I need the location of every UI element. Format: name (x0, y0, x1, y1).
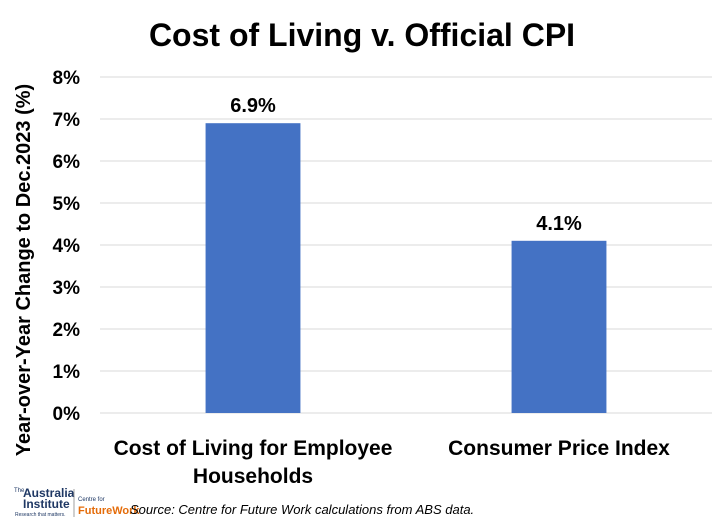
data-label: 6.9% (230, 95, 276, 117)
y-tick-label: 5% (53, 194, 81, 215)
logo-centre-for: Centre for (78, 497, 105, 503)
logo-tagline: Research that matters. (15, 512, 66, 518)
data-label: 4.1% (536, 213, 582, 235)
logo-future-work: FutureWork (78, 505, 140, 517)
source-logo: The Australia Institute Research that ma… (14, 486, 140, 518)
logo-the: The (14, 488, 25, 494)
category-label: Cost of Living for Employee Households (114, 437, 393, 488)
y-tick-label: 6% (53, 152, 81, 173)
chart-title: Cost of Living v. Official CPI (149, 17, 575, 53)
logo-institute: Institute (23, 497, 70, 511)
gridlines (100, 76, 712, 414)
y-tick-label: 7% (53, 110, 81, 131)
logo-australia: Australia (23, 486, 75, 500)
y-tick-label: 0% (53, 404, 81, 425)
bars (205, 123, 607, 413)
bar (205, 123, 301, 413)
category-label: Consumer Price Index (448, 437, 670, 460)
y-tick-label: 3% (53, 278, 81, 299)
y-tick-label: 2% (53, 320, 81, 341)
y-tick-labels: 0% 1% 2% 3% 4% 5% 6% 7% 8% (53, 68, 81, 425)
category-labels: Cost of Living for Employee Households Con… (114, 437, 671, 488)
y-tick-label: 8% (53, 68, 81, 89)
y-tick-label: 4% (53, 236, 81, 257)
data-labels: 6.9% 4.1% (230, 95, 582, 235)
source-note: Source: Centre for Future Work calculati… (130, 502, 474, 517)
y-tick-label: 1% (53, 362, 81, 383)
y-axis-label: Year-over-Year Change to Dec.2023 (%) (13, 84, 35, 456)
bar (511, 240, 607, 413)
